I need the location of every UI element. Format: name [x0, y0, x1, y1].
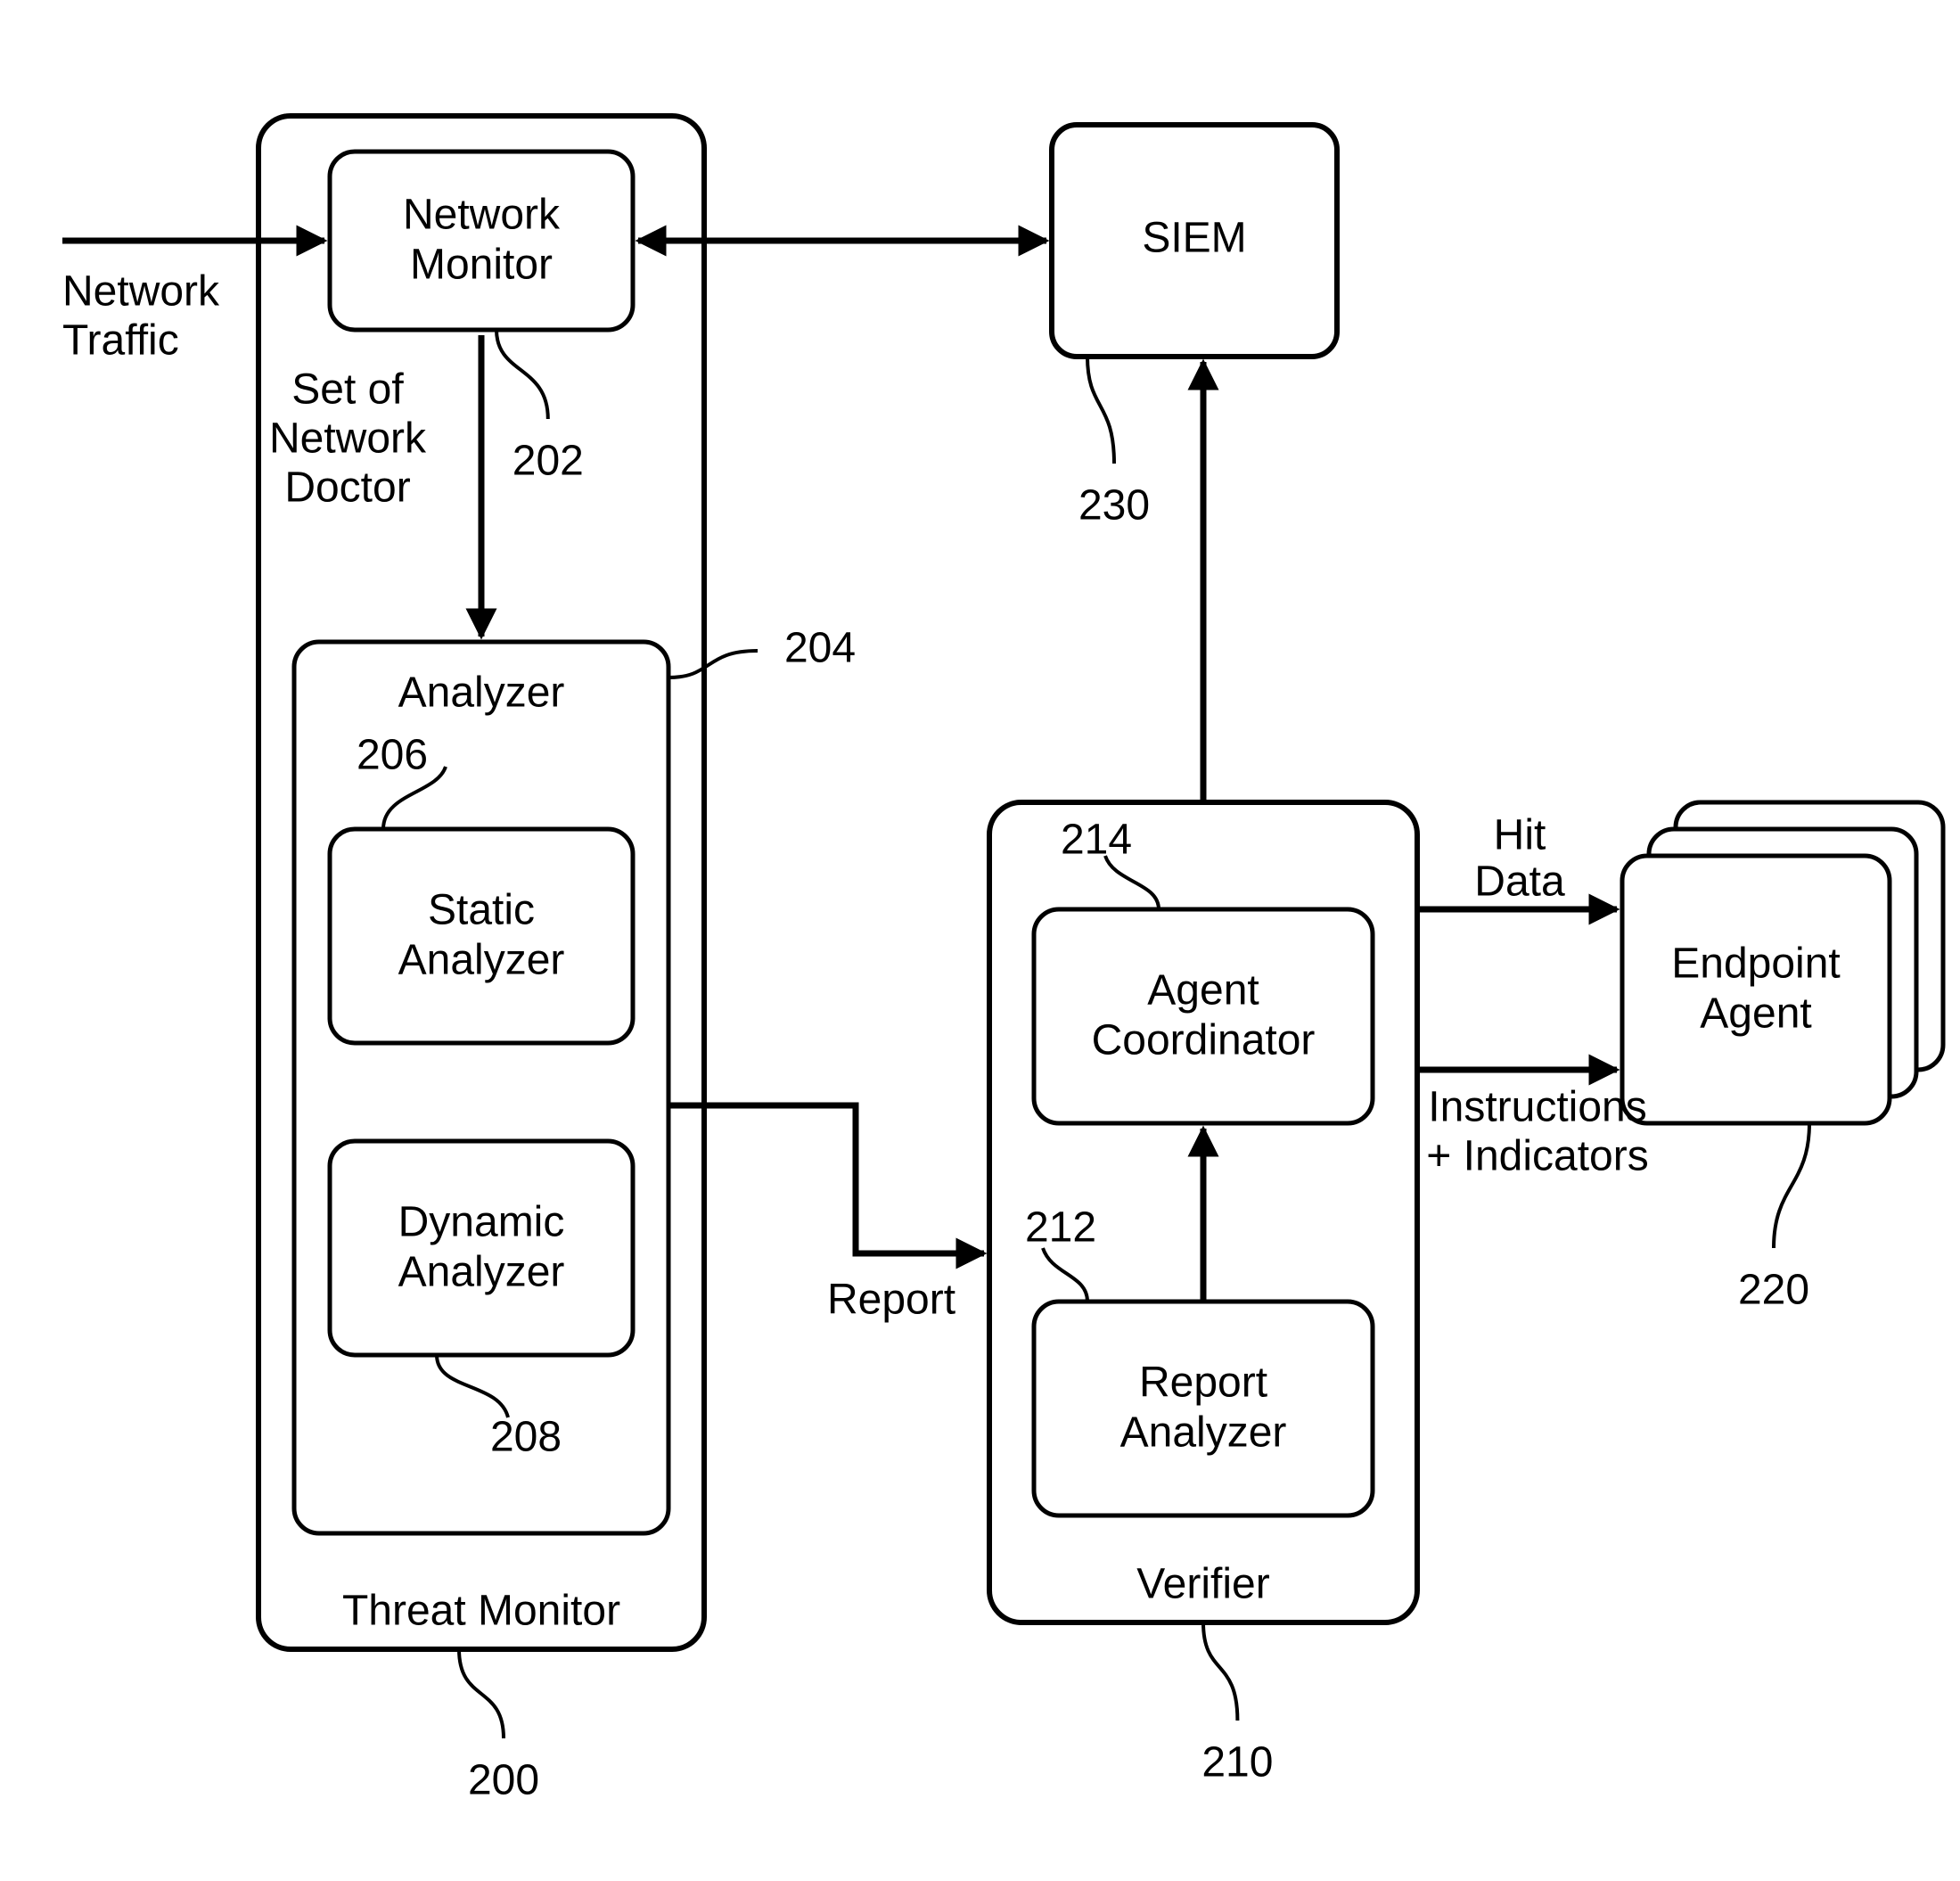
label-network-traffic-2: Traffic [62, 317, 179, 365]
leader-220 [1774, 1123, 1809, 1248]
label-report: Report [827, 1277, 955, 1324]
ref-202: 202 [513, 438, 584, 485]
label-network-traffic-1: Network [62, 268, 220, 316]
leader-200 [459, 1649, 504, 1738]
label-instr-1: Instructions [1428, 1084, 1646, 1131]
verifier-label: Verifier [1136, 1561, 1269, 1608]
analyzer-box [294, 642, 668, 1533]
agent-coordinator-label1: Agent [1147, 967, 1259, 1014]
label-setof-3: Doctor [284, 464, 410, 512]
ref-214: 214 [1061, 817, 1132, 864]
leader-210 [1203, 1622, 1237, 1721]
threat-monitor-label: Threat Monitor [342, 1588, 620, 1635]
network-monitor-label1: Network [403, 192, 561, 239]
endpoint-agent-label1: Endpoint [1671, 940, 1841, 988]
label-setof-2: Network [269, 415, 427, 463]
ref-212: 212 [1025, 1204, 1096, 1252]
siem-label: SIEM [1142, 215, 1246, 262]
label-instr-2: + Indicators [1426, 1133, 1648, 1180]
ref-204: 204 [784, 625, 856, 672]
ref-206: 206 [357, 732, 428, 779]
ref-200: 200 [468, 1757, 539, 1804]
label-hitdata-1: Hit [1494, 812, 1546, 859]
label-hitdata-2: Data [1474, 858, 1565, 906]
static-analyzer-label2: Analyzer [398, 937, 565, 984]
dynamic-analyzer-label1: Dynamic [398, 1199, 565, 1246]
architecture-diagram: Threat Monitor200NetworkMonitor202Analyz… [0, 0, 1960, 1881]
ref-208: 208 [490, 1414, 562, 1461]
static-analyzer-label1: Static [428, 887, 535, 934]
endpoint-agent-label2: Agent [1700, 990, 1811, 1038]
ref-220: 220 [1738, 1267, 1809, 1314]
ref-210: 210 [1201, 1739, 1273, 1787]
analyzer-label: Analyzer [398, 669, 565, 717]
report-analyzer-label2: Analyzer [1120, 1409, 1287, 1457]
network-monitor-label2: Monitor [410, 242, 553, 289]
leader-230 [1087, 357, 1114, 464]
label-setof-1: Set of [291, 366, 404, 414]
report-analyzer-label1: Report [1139, 1359, 1267, 1407]
agent-coordinator-label2: Coordinator [1092, 1017, 1316, 1064]
ref-230: 230 [1078, 482, 1150, 530]
edge-analyzer-verifier [668, 1105, 984, 1253]
dynamic-analyzer-label2: Analyzer [398, 1249, 565, 1296]
